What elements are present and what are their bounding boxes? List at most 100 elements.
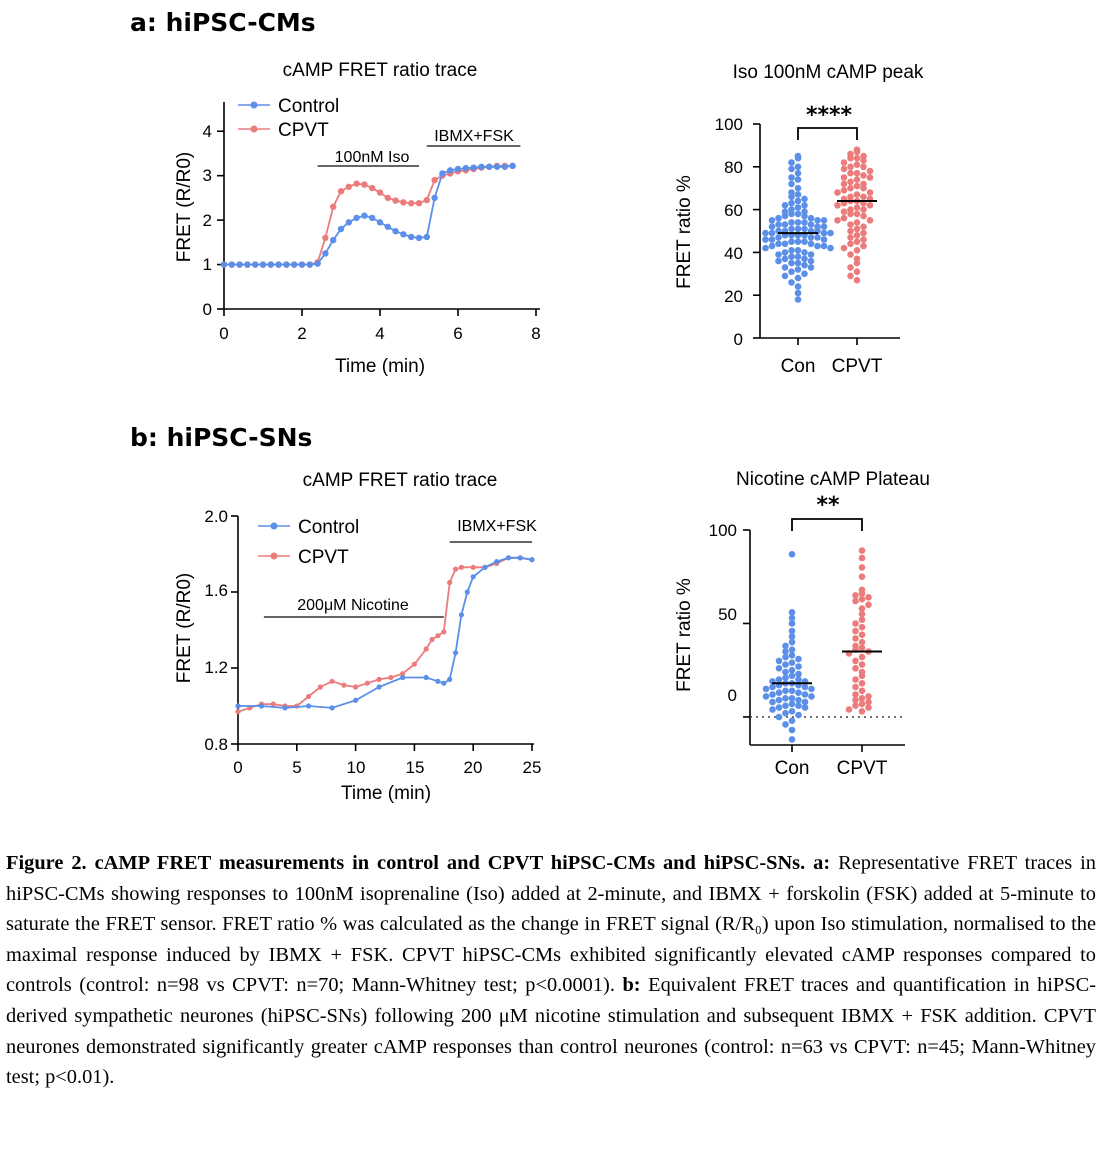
cpvt-data-point — [845, 706, 853, 713]
caption-a-label: a: — [813, 852, 831, 874]
control-data-point — [782, 668, 789, 676]
cpvt-data-point — [847, 169, 854, 177]
panel-b-scatter-chart: Nicotine cAMP Plateau FRET ratio % 0 50 … — [674, 469, 930, 779]
x-tick-label: 8 — [531, 324, 540, 343]
control-data-point — [795, 689, 802, 696]
control-data-point — [795, 663, 802, 670]
cpvt-data-point — [470, 564, 476, 570]
control-data-point — [788, 614, 796, 622]
control-data-point — [801, 704, 809, 711]
legend-cpvt-marker — [270, 552, 278, 560]
chart-title: cAMP FRET ratio trace — [283, 60, 478, 81]
cpvt-data-point — [330, 203, 337, 210]
control-data-point — [794, 210, 802, 218]
cpvt-data-point — [853, 276, 861, 284]
control-data-point — [517, 555, 523, 561]
legend-cpvt-marker — [250, 125, 258, 133]
cpvt-data-point — [860, 236, 867, 243]
cpvt-data-point — [858, 605, 866, 612]
control-data-point — [423, 674, 429, 681]
cpvt-data-point — [852, 702, 859, 709]
control-data-point — [814, 242, 821, 250]
control-data-point — [788, 268, 795, 276]
cpvt-data-point — [860, 206, 867, 213]
cpvt-data-point — [337, 188, 345, 195]
control-data-point — [305, 703, 312, 709]
cpvt-data-point — [415, 200, 423, 207]
control-data-point — [275, 261, 282, 268]
control-data-point — [408, 233, 415, 241]
cpvt-data-point — [411, 661, 417, 667]
legend-control-marker — [250, 101, 258, 109]
control-data-point — [794, 238, 802, 245]
control-data-point — [768, 223, 776, 230]
cpvt-data-point — [866, 202, 874, 209]
control-data-point — [439, 170, 446, 177]
control-data-point — [775, 689, 783, 696]
control-data-point — [820, 236, 828, 243]
cpvt-data-point — [853, 219, 861, 226]
x-axis-label: Time (min) — [341, 783, 431, 804]
cpvt-data-point — [384, 194, 391, 202]
control-data-point — [454, 165, 462, 173]
cpvt-data-point — [458, 564, 465, 570]
control-data-point — [441, 680, 447, 686]
control-series-line — [224, 165, 513, 266]
control-data-point — [795, 655, 802, 663]
x-tick-label: 6 — [453, 324, 462, 343]
control-data-point — [384, 223, 391, 230]
cpvt-data-point — [376, 676, 382, 683]
cpvt-data-point — [853, 210, 861, 218]
y-tick-label: 1.6 — [204, 581, 228, 600]
control-data-point — [801, 202, 808, 209]
control-data-point — [762, 244, 769, 252]
cpvt-data-point — [847, 154, 854, 162]
figure-caption: Figure 2. cAMP FRET measurements in cont… — [6, 848, 1096, 1093]
cpvt-data-point — [376, 189, 384, 196]
cpvt-data-point — [866, 217, 874, 224]
control-data-point — [781, 249, 789, 256]
y-tick-label: 100 — [715, 115, 743, 134]
y-axis-label: FRET ratio % — [674, 578, 695, 692]
panel-b-trace-chart: cAMP FRET ratio trace FRET (R/R0) Time (… — [174, 470, 541, 804]
legend-control-marker — [270, 522, 278, 530]
control-data-point — [820, 223, 828, 230]
control-data-point — [788, 638, 796, 646]
control-data-point — [794, 169, 802, 177]
control-data-point — [314, 260, 321, 267]
control-data-point — [768, 217, 776, 224]
cpvt-data-point — [429, 636, 435, 643]
control-data-point — [788, 726, 796, 734]
control-data-point — [788, 646, 796, 653]
cpvt-data-point — [866, 189, 874, 196]
cpvt-series-line — [224, 164, 513, 266]
cpvt-data-point — [858, 638, 866, 646]
cpvt-data-point — [865, 594, 872, 601]
cpvt-data-point — [860, 229, 867, 237]
chart-title: Nicotine cAMP Plateau — [736, 469, 930, 490]
cpvt-data-point — [305, 693, 312, 700]
cpvt-data-point — [852, 597, 859, 605]
control-data-point — [769, 683, 776, 691]
cpvt-data-point — [858, 680, 866, 687]
control-data-point — [258, 703, 265, 709]
control-data-point — [236, 261, 243, 268]
caption-a-text: Representative FRET traces in hiPSC-CMs … — [6, 852, 1096, 997]
cpvt-data-point — [840, 180, 848, 188]
control-data-point — [775, 704, 783, 711]
legend-control-label: Control — [298, 517, 359, 538]
control-data-point — [801, 683, 809, 691]
control-data-point — [808, 685, 815, 693]
control-data-point — [392, 228, 399, 235]
control-data-point — [794, 266, 802, 273]
y-tick-label: 0.8 — [204, 735, 228, 754]
y-tick-label: 0 — [728, 686, 737, 705]
y-tick-label: 0 — [734, 330, 743, 349]
x-tick-label: 10 — [347, 758, 366, 777]
control-data-point — [769, 691, 776, 698]
caption-b-label: b: — [622, 974, 641, 997]
cpvt-data-point — [852, 676, 859, 683]
control-data-point — [220, 261, 228, 268]
control-data-point — [788, 695, 796, 702]
control-data-point — [244, 261, 251, 268]
